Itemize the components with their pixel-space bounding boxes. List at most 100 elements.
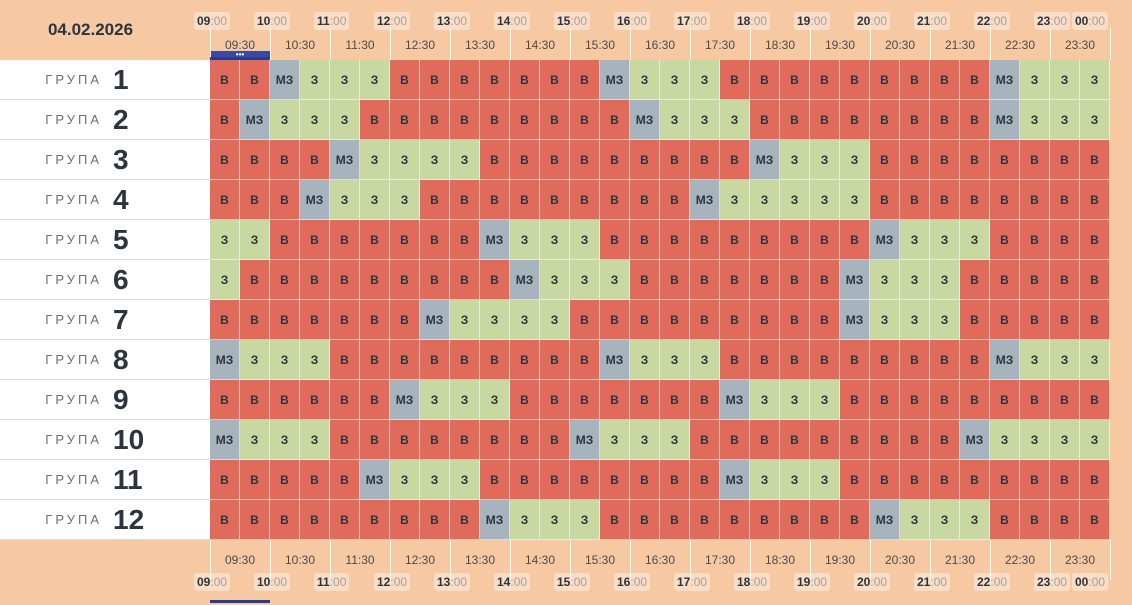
schedule-cell[interactable]: В: [960, 180, 990, 220]
schedule-cell[interactable]: В: [750, 420, 780, 460]
schedule-cell[interactable]: З: [450, 140, 480, 180]
schedule-cell[interactable]: В: [690, 300, 720, 340]
schedule-cell[interactable]: В: [330, 460, 360, 500]
schedule-cell[interactable]: В: [690, 220, 720, 260]
schedule-cell[interactable]: В: [750, 500, 780, 540]
schedule-cell[interactable]: В: [450, 420, 480, 460]
schedule-cell[interactable]: В: [330, 300, 360, 340]
schedule-cell[interactable]: В: [300, 380, 330, 420]
schedule-cell[interactable]: В: [690, 420, 720, 460]
schedule-cell[interactable]: В: [810, 60, 840, 100]
schedule-cell[interactable]: В: [750, 60, 780, 100]
schedule-cell[interactable]: З: [480, 380, 510, 420]
schedule-cell[interactable]: З: [1050, 100, 1080, 140]
schedule-cell[interactable]: В: [960, 380, 990, 420]
schedule-cell[interactable]: З: [1020, 60, 1050, 100]
schedule-cell[interactable]: В: [420, 420, 450, 460]
schedule-cell[interactable]: В: [1020, 140, 1050, 180]
schedule-cell[interactable]: З: [540, 260, 570, 300]
schedule-cell[interactable]: МЗ: [870, 500, 900, 540]
schedule-cell[interactable]: В: [510, 180, 540, 220]
schedule-cell[interactable]: В: [240, 60, 270, 100]
schedule-cell[interactable]: З: [510, 500, 540, 540]
schedule-cell[interactable]: З: [630, 60, 660, 100]
schedule-cell[interactable]: В: [1050, 380, 1080, 420]
schedule-cell[interactable]: В: [240, 140, 270, 180]
schedule-cell[interactable]: З: [240, 340, 270, 380]
schedule-cell[interactable]: З: [1050, 420, 1080, 460]
schedule-cell[interactable]: В: [240, 380, 270, 420]
schedule-cell[interactable]: В: [570, 340, 600, 380]
schedule-cell[interactable]: З: [600, 420, 630, 460]
schedule-cell[interactable]: З: [690, 340, 720, 380]
current-time-indicator[interactable]: •••: [210, 51, 270, 60]
schedule-cell[interactable]: В: [780, 300, 810, 340]
schedule-cell[interactable]: В: [570, 60, 600, 100]
schedule-cell[interactable]: З: [810, 380, 840, 420]
schedule-cell[interactable]: В: [870, 180, 900, 220]
schedule-cell[interactable]: В: [840, 460, 870, 500]
schedule-cell[interactable]: В: [390, 220, 420, 260]
schedule-cell[interactable]: З: [930, 300, 960, 340]
schedule-cell[interactable]: В: [780, 500, 810, 540]
schedule-cell[interactable]: В: [600, 460, 630, 500]
schedule-cell[interactable]: В: [240, 460, 270, 500]
schedule-cell[interactable]: З: [960, 500, 990, 540]
schedule-cell[interactable]: В: [210, 180, 240, 220]
schedule-cell[interactable]: З: [540, 500, 570, 540]
schedule-cell[interactable]: В: [450, 180, 480, 220]
schedule-cell[interactable]: З: [900, 300, 930, 340]
schedule-cell[interactable]: В: [480, 140, 510, 180]
schedule-cell[interactable]: З: [510, 300, 540, 340]
schedule-cell[interactable]: В: [960, 340, 990, 380]
group-label-row[interactable]: ГРУПА 2: [0, 100, 210, 140]
schedule-cell[interactable]: В: [840, 60, 870, 100]
schedule-cell[interactable]: З: [390, 140, 420, 180]
schedule-cell[interactable]: В: [780, 220, 810, 260]
schedule-cell[interactable]: В: [630, 220, 660, 260]
schedule-cell[interactable]: МЗ: [990, 60, 1020, 100]
schedule-cell[interactable]: МЗ: [420, 300, 450, 340]
schedule-cell[interactable]: В: [930, 340, 960, 380]
schedule-cell[interactable]: В: [900, 420, 930, 460]
schedule-cell[interactable]: МЗ: [840, 260, 870, 300]
schedule-cell[interactable]: В: [1080, 300, 1110, 340]
schedule-cell[interactable]: В: [690, 380, 720, 420]
schedule-cell[interactable]: В: [810, 260, 840, 300]
schedule-cell[interactable]: В: [810, 420, 840, 460]
schedule-cell[interactable]: В: [840, 380, 870, 420]
schedule-cell[interactable]: В: [900, 100, 930, 140]
schedule-cell[interactable]: В: [840, 420, 870, 460]
schedule-cell[interactable]: В: [630, 140, 660, 180]
schedule-cell[interactable]: З: [570, 260, 600, 300]
schedule-cell[interactable]: З: [240, 420, 270, 460]
schedule-cell[interactable]: В: [660, 500, 690, 540]
schedule-cell[interactable]: В: [720, 260, 750, 300]
schedule-cell[interactable]: В: [690, 260, 720, 300]
schedule-cell[interactable]: МЗ: [210, 420, 240, 460]
schedule-cell[interactable]: З: [360, 60, 390, 100]
schedule-cell[interactable]: З: [270, 100, 300, 140]
schedule-cell[interactable]: З: [300, 420, 330, 460]
schedule-cell[interactable]: В: [450, 260, 480, 300]
schedule-cell[interactable]: З: [480, 300, 510, 340]
schedule-cell[interactable]: З: [540, 300, 570, 340]
schedule-cell[interactable]: В: [1080, 220, 1110, 260]
schedule-cell[interactable]: В: [750, 220, 780, 260]
schedule-cell[interactable]: В: [390, 260, 420, 300]
schedule-cell[interactable]: З: [1050, 60, 1080, 100]
schedule-cell[interactable]: В: [930, 420, 960, 460]
schedule-cell[interactable]: МЗ: [600, 340, 630, 380]
schedule-cell[interactable]: В: [540, 340, 570, 380]
schedule-cell[interactable]: В: [780, 340, 810, 380]
schedule-cell[interactable]: МЗ: [990, 100, 1020, 140]
schedule-cell[interactable]: В: [450, 500, 480, 540]
schedule-cell[interactable]: В: [1080, 500, 1110, 540]
schedule-cell[interactable]: В: [420, 500, 450, 540]
schedule-cell[interactable]: В: [930, 100, 960, 140]
schedule-cell[interactable]: В: [600, 100, 630, 140]
schedule-cell[interactable]: В: [330, 220, 360, 260]
schedule-cell[interactable]: В: [720, 220, 750, 260]
schedule-cell[interactable]: В: [930, 140, 960, 180]
schedule-cell[interactable]: З: [930, 220, 960, 260]
